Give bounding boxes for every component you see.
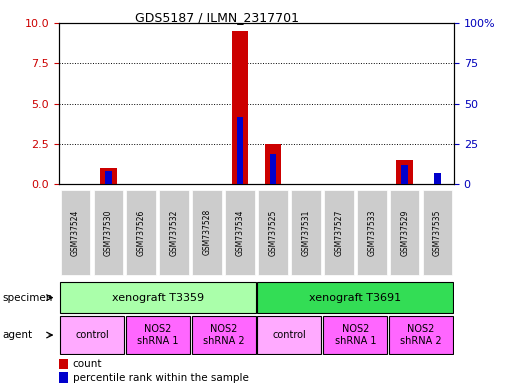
Text: GSM737531: GSM737531 (301, 209, 310, 255)
Bar (100, 168, 116, 184)
Text: GSM737524: GSM737524 (71, 209, 80, 255)
Text: GSM737527: GSM737527 (334, 209, 343, 255)
Text: NOS2
shRNA 2: NOS2 shRNA 2 (400, 324, 442, 346)
Bar (323, 316, 387, 354)
Bar (160, 190, 189, 275)
Text: GSM737534: GSM737534 (235, 209, 245, 256)
Bar (192, 190, 222, 275)
Text: control: control (75, 330, 109, 340)
Text: count: count (73, 359, 102, 369)
Bar (324, 190, 353, 275)
Bar (397, 160, 413, 184)
Text: GSM737533: GSM737533 (367, 209, 376, 256)
Bar (60, 316, 124, 354)
Bar (291, 190, 321, 275)
Text: NOS2
shRNA 1: NOS2 shRNA 1 (334, 324, 376, 346)
Text: specimen: specimen (3, 293, 53, 303)
Bar (434, 173, 441, 184)
Bar (60, 282, 255, 313)
Text: NOS2
shRNA 2: NOS2 shRNA 2 (203, 324, 244, 346)
Bar (265, 144, 281, 184)
Bar (105, 171, 112, 184)
Bar (61, 190, 90, 275)
Bar (126, 316, 190, 354)
Bar (357, 190, 386, 275)
Text: agent: agent (3, 330, 33, 340)
Bar (423, 190, 452, 275)
Bar (192, 316, 255, 354)
Text: xenograft T3691: xenograft T3691 (309, 293, 401, 303)
Bar (225, 190, 255, 275)
Text: GSM737530: GSM737530 (104, 209, 113, 256)
Bar (236, 117, 243, 184)
Bar (59, 372, 68, 382)
Bar (59, 359, 68, 369)
Text: GSM737526: GSM737526 (137, 209, 146, 255)
Bar (389, 316, 453, 354)
Bar (401, 165, 408, 184)
Text: GDS5187 / ILMN_2317701: GDS5187 / ILMN_2317701 (135, 12, 299, 25)
Bar (270, 154, 276, 184)
Bar (258, 190, 288, 275)
Bar (232, 31, 248, 184)
Bar (258, 316, 321, 354)
Text: GSM737535: GSM737535 (433, 209, 442, 256)
Bar (127, 190, 156, 275)
Text: GSM737529: GSM737529 (400, 209, 409, 255)
Text: GSM737532: GSM737532 (170, 209, 179, 255)
Text: control: control (272, 330, 306, 340)
Text: xenograft T3359: xenograft T3359 (112, 293, 204, 303)
Text: GSM737528: GSM737528 (203, 209, 212, 255)
Text: NOS2
shRNA 1: NOS2 shRNA 1 (137, 324, 179, 346)
Bar (93, 190, 123, 275)
Text: GSM737525: GSM737525 (268, 209, 278, 255)
Bar (390, 190, 420, 275)
Text: percentile rank within the sample: percentile rank within the sample (73, 372, 249, 382)
Bar (258, 282, 453, 313)
